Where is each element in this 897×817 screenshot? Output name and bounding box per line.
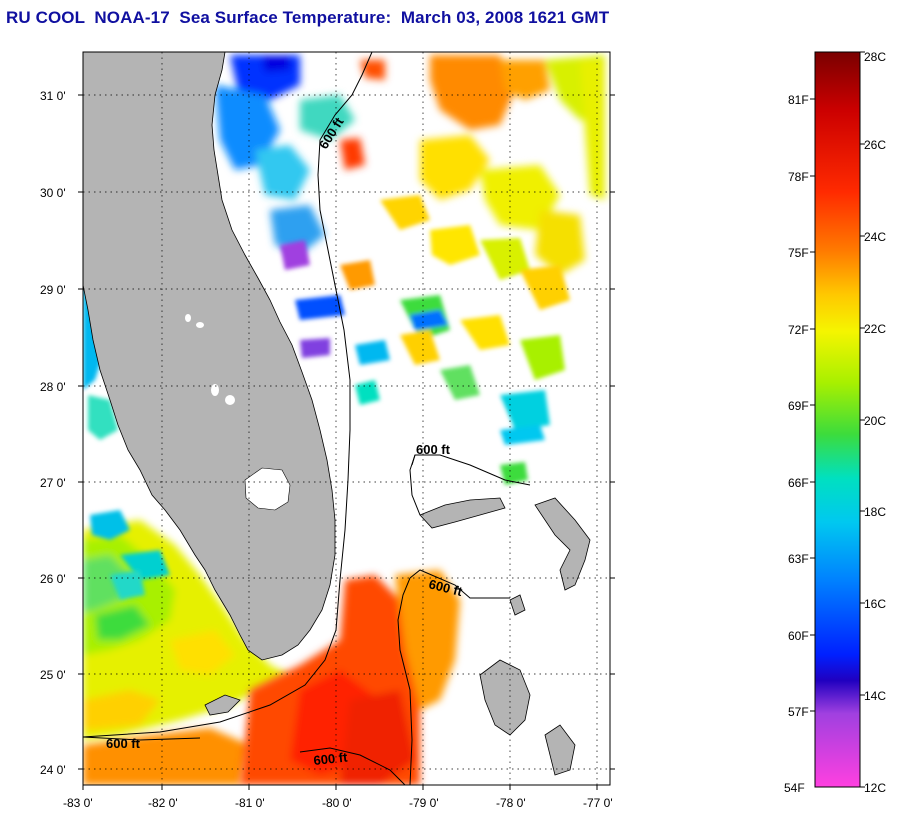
colorbar-f-label: 75F (788, 246, 809, 260)
lon-tick-label: -82 0' (148, 796, 178, 810)
lat-tick-label: 30 0' (40, 186, 66, 200)
longitude-labels: -83 0' -82 0' -81 0' -80 0' -79 0' -78 0… (63, 796, 613, 810)
colorbar-f-label: 78F (788, 170, 809, 184)
colorbar: 81F 78F 75F 72F 69F 66F 63F 60F 57F 54F … (784, 50, 886, 795)
lat-tick-label: 24 0' (40, 763, 66, 777)
graticule (83, 52, 610, 785)
latitude-labels: 31 0' 30 0' 29 0' 28 0' 27 0' 26 0' 25 0… (40, 89, 66, 777)
lon-tick-label: -78 0' (496, 796, 526, 810)
colorbar-c-label: 14C (864, 689, 886, 703)
colorbar-f-label: 63F (788, 552, 809, 566)
colorbar-c-label: 28C (864, 50, 886, 64)
colorbar-f-label: 66F (788, 476, 809, 490)
lat-tick-label: 28 0' (40, 380, 66, 394)
lat-tick-label: 31 0' (40, 89, 66, 103)
sst-field (83, 55, 605, 785)
colorbar-c-label: 24C (864, 230, 886, 244)
colorbar-c-label: 22C (864, 322, 886, 336)
lon-tick-label: -81 0' (235, 796, 265, 810)
map-panel: 600 ft 600 ft 600 ft 600 ft 600 ft (83, 52, 610, 785)
lon-tick-label: -83 0' (63, 796, 93, 810)
colorbar-gradient (814, 51, 861, 788)
colorbar-f-label: 54F (784, 781, 805, 795)
lon-tick-label: -79 0' (409, 796, 439, 810)
colorbar-f-label: 69F (788, 399, 809, 413)
colorbar-f-label: 81F (788, 93, 809, 107)
colorbar-c-label: 26C (864, 138, 886, 152)
land (83, 52, 591, 776)
depth-contours (83, 52, 531, 785)
contour-label-5: 600 ft (313, 749, 349, 768)
latitude-axis (78, 94, 615, 770)
colorbar-f-label: 60F (788, 629, 809, 643)
page-title: RU COOL NOAA-17 Sea Surface Temperature:… (6, 8, 610, 27)
map-frame (82, 51, 611, 786)
lat-tick-label: 27 0' (40, 476, 66, 490)
contour-label-2: 600 ft (416, 442, 451, 457)
lat-tick-label: 29 0' (40, 283, 66, 297)
lat-tick-label: 25 0' (40, 668, 66, 682)
colorbar-c-label: 16C (864, 597, 886, 611)
lon-tick-label: -77 0' (583, 796, 613, 810)
contour-label-4: 600 ft (106, 736, 141, 751)
colorbar-c-label: 12C (864, 781, 886, 795)
colorbar-c-label: 18C (864, 505, 886, 519)
colorbar-f-label: 72F (788, 323, 809, 337)
lat-tick-label: 26 0' (40, 572, 66, 586)
colorbar-c-label: 20C (864, 414, 886, 428)
longitude-axis (82, 785, 598, 790)
colorbar-f-label: 57F (788, 705, 809, 719)
lon-tick-label: -80 0' (322, 796, 352, 810)
